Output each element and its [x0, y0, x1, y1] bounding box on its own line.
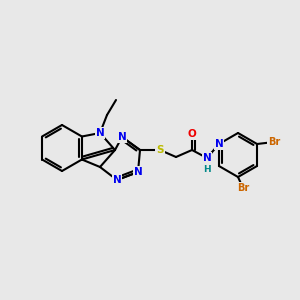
Text: Br: Br	[237, 183, 249, 193]
Text: N: N	[134, 167, 142, 177]
Text: N: N	[96, 128, 104, 138]
Text: N: N	[112, 175, 122, 185]
Text: Br: Br	[268, 137, 280, 147]
Text: S: S	[156, 145, 164, 155]
Text: H: H	[203, 166, 211, 175]
Text: N: N	[118, 132, 126, 142]
Text: N: N	[214, 139, 223, 149]
Text: O: O	[188, 129, 196, 139]
Text: N: N	[202, 153, 211, 163]
